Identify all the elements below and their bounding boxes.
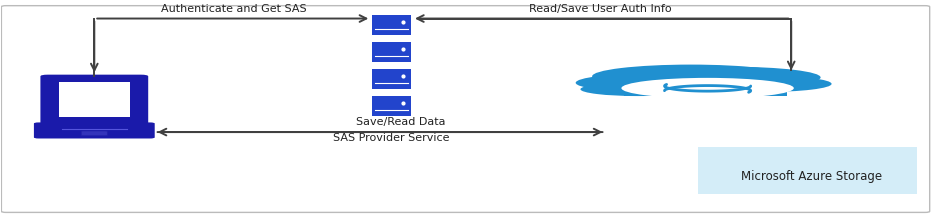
Text: Read/Save User Auth Info: Read/Save User Auth Info bbox=[529, 4, 672, 14]
FancyBboxPatch shape bbox=[372, 42, 411, 62]
Ellipse shape bbox=[641, 67, 820, 88]
Ellipse shape bbox=[622, 78, 794, 99]
Ellipse shape bbox=[592, 65, 789, 88]
Ellipse shape bbox=[581, 82, 695, 96]
Text: SAS Provider Service: SAS Provider Service bbox=[334, 133, 450, 143]
FancyBboxPatch shape bbox=[1, 6, 930, 212]
FancyBboxPatch shape bbox=[372, 96, 411, 116]
FancyBboxPatch shape bbox=[81, 131, 107, 136]
FancyBboxPatch shape bbox=[40, 75, 148, 125]
FancyBboxPatch shape bbox=[34, 122, 155, 138]
FancyBboxPatch shape bbox=[372, 69, 411, 89]
Text: Microsoft Azure Storage: Microsoft Azure Storage bbox=[741, 170, 883, 183]
FancyBboxPatch shape bbox=[698, 147, 917, 194]
FancyBboxPatch shape bbox=[372, 15, 411, 35]
Ellipse shape bbox=[695, 76, 831, 92]
Text: Save/Read Data: Save/Read Data bbox=[356, 117, 445, 127]
Text: Authenticate and Get SAS: Authenticate and Get SAS bbox=[161, 4, 307, 14]
FancyBboxPatch shape bbox=[59, 82, 130, 117]
Ellipse shape bbox=[576, 73, 737, 92]
FancyBboxPatch shape bbox=[624, 81, 787, 96]
